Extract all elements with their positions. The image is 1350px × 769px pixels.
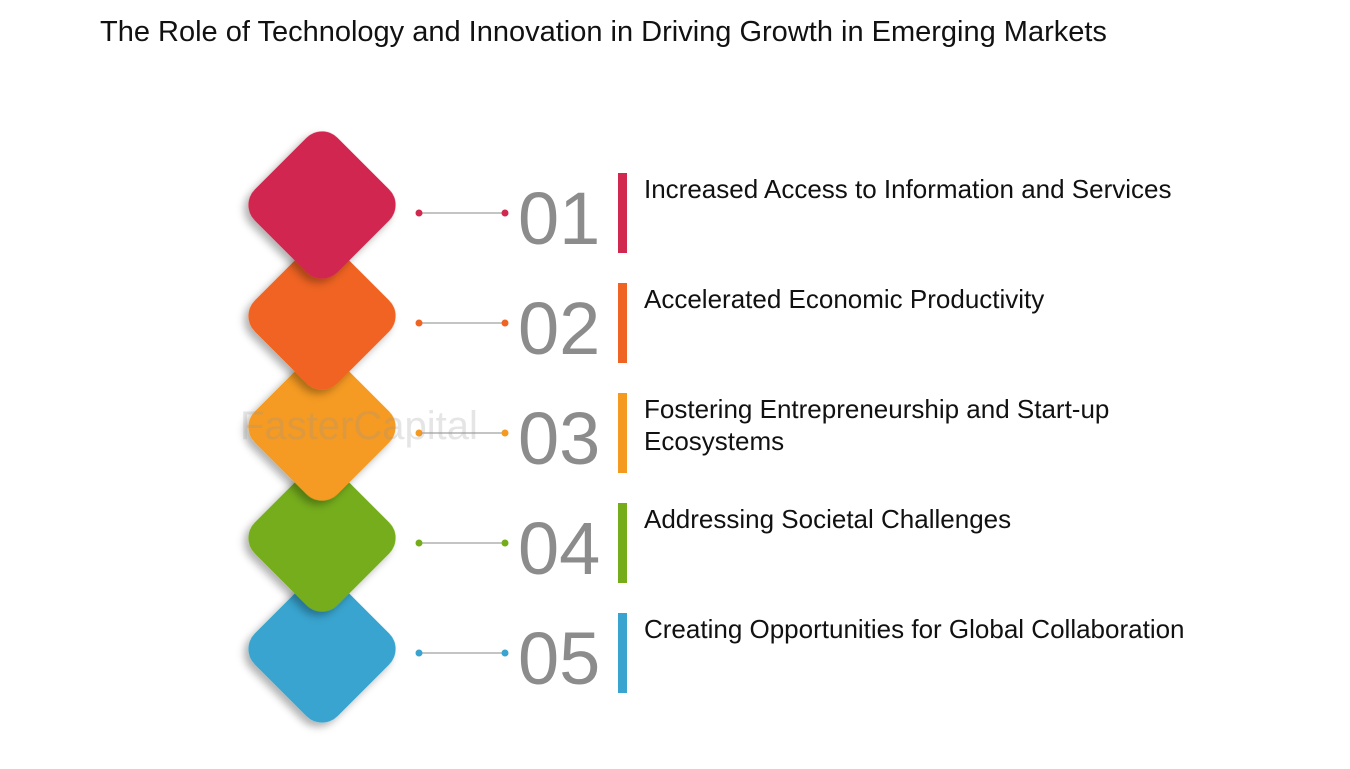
- item-number: 03: [518, 397, 600, 480]
- item-number: 05: [518, 617, 600, 700]
- diamond: [248, 242, 396, 390]
- accent-bar: [618, 283, 627, 363]
- item-text: Addressing Societal Challenges: [644, 504, 1012, 534]
- item-number: 04: [518, 507, 600, 590]
- connector-dot: [501, 649, 509, 657]
- item-text: Accelerated Economic Productivity: [644, 284, 1045, 314]
- connector-dot: [501, 429, 509, 437]
- connector-dot: [415, 539, 423, 547]
- item-number: 01: [518, 177, 600, 260]
- accent-bar: [618, 613, 627, 693]
- connector-dot: [415, 209, 423, 217]
- connector-dot: [501, 209, 509, 217]
- diamond: [248, 575, 396, 723]
- connector-dot: [415, 319, 423, 327]
- item-text: Fostering Entrepreneurship and Start-up …: [644, 394, 1110, 456]
- diamond: [248, 353, 396, 501]
- item-text: Creating Opportunities for Global Collab…: [644, 614, 1185, 644]
- watermark: FasterCapital: [240, 404, 478, 448]
- diamond: [248, 131, 396, 279]
- connector-dot: [415, 429, 423, 437]
- connector-dot: [501, 319, 509, 327]
- title: The Role of Technology and Innovation in…: [100, 16, 1107, 48]
- diamond: [248, 464, 396, 612]
- accent-bar: [618, 393, 627, 473]
- item-text: Increased Access to Information and Serv…: [644, 174, 1172, 204]
- connector-dot: [501, 539, 509, 547]
- connector-dot: [415, 649, 423, 657]
- item-number: 02: [518, 287, 600, 370]
- accent-bar: [618, 173, 627, 253]
- accent-bar: [618, 503, 627, 583]
